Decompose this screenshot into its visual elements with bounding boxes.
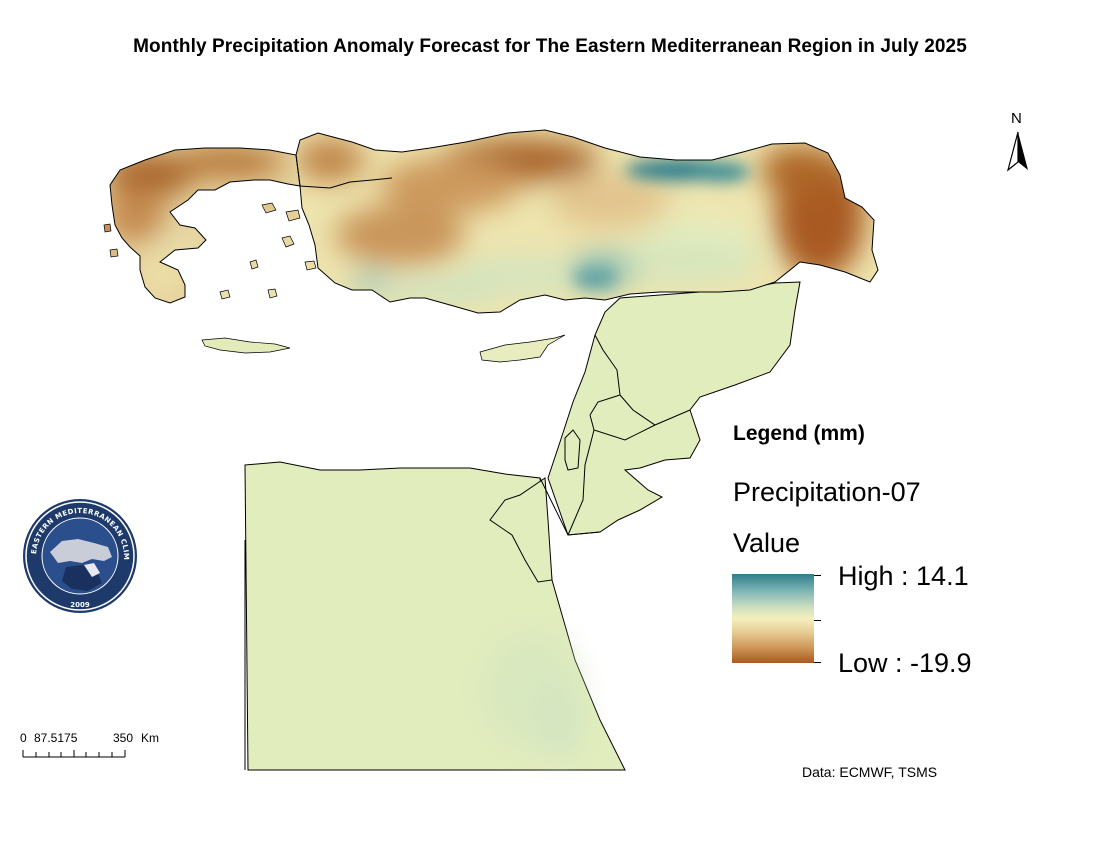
- emcc-logo: EASTERN MEDITERRANEAN CLIMATE CENTRE 200…: [22, 497, 137, 613]
- legend-tick-high: [814, 575, 821, 576]
- legend-tick-low: [814, 662, 821, 663]
- north-label: N: [1011, 110, 1022, 127]
- legend-layer-name: Precipitation-07: [733, 477, 921, 507]
- turkey-region: [296, 130, 878, 313]
- legend-color-ramp: [732, 574, 814, 663]
- data-source: Data: ECMWF, TSMS: [802, 764, 938, 780]
- scale-bar: [22, 750, 126, 758]
- map-title: Monthly Precipitation Anomaly Forecast f…: [133, 36, 967, 57]
- scale-unit-label: Km: [141, 731, 159, 745]
- scale-label-0: 0: [20, 731, 27, 745]
- islands: [103, 202, 566, 363]
- logo-year: 2009: [70, 601, 90, 609]
- legend-heading: Legend (mm): [733, 422, 865, 445]
- scale-label-2: 350: [113, 731, 134, 745]
- legend-low-label: Low : -19.9: [838, 648, 972, 678]
- legend-field-name: Value: [733, 528, 801, 558]
- scale-label-1: 87.5175: [34, 731, 78, 745]
- legend-high-label: High : 14.1: [838, 561, 969, 591]
- egypt-region: [480, 630, 585, 760]
- north-arrow-icon: [1006, 131, 1028, 172]
- legend-tick-mid: [814, 620, 821, 621]
